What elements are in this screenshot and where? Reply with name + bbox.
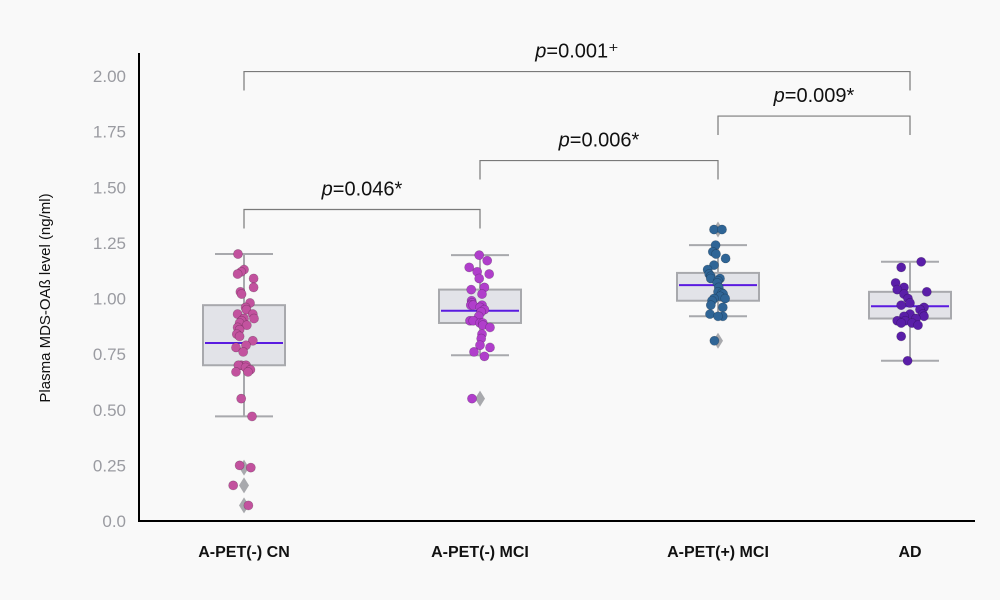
y-axis-label: Plasma MDS-OAß level (ng/ml) [37,193,54,402]
data-point [479,351,490,362]
data-point [243,500,254,511]
x-tick-label: AD [898,544,921,561]
data-point [245,462,256,473]
significance-brackets: p=0.046*p=0.006*p=0.009*p=0.001⁺ [243,41,911,229]
data-point [234,460,245,471]
box-group [438,250,522,407]
p-symbol: p [321,179,333,201]
bracket-line [243,208,481,229]
data-point [717,302,728,313]
data-point [247,335,258,346]
p-value-label: p=0.001⁺ [534,41,618,63]
data-point [241,320,252,331]
data-point [241,304,252,315]
bracket-line [717,115,911,136]
data-point [231,367,241,377]
data-point [228,480,239,491]
data-point [247,411,257,422]
data-point [248,273,259,284]
box-group [202,249,286,514]
bracket-line [243,70,911,91]
p-value: =0.006* [570,130,640,152]
p-symbol: p [534,41,546,63]
data-point [469,346,479,357]
data-point [464,262,475,273]
data-point [916,256,927,267]
data-point [482,255,493,266]
p-value: =0.001⁺ [546,41,618,63]
y-tick-label: 0.50 [93,401,126,420]
x-tick-label: A-PET(-) MCI [431,544,529,561]
significance-bracket: p=0.006* [479,130,719,180]
data-point [475,340,485,351]
p-value-label: p=0.009* [773,85,855,107]
y-tick-label: 1.50 [93,178,126,197]
data-point [485,342,495,353]
p-value: =0.046* [333,179,403,201]
data-point [249,313,259,324]
data-point [466,284,477,295]
data-point [234,331,245,342]
significance-bracket: p=0.046* [243,179,481,229]
data-point [474,273,485,284]
y-tick-label: 0.75 [93,345,126,364]
data-point [717,224,727,235]
y-tick-label: 1.25 [93,234,126,253]
data-point [236,393,247,404]
data-point [896,331,907,342]
data-point [484,269,495,279]
data-point [902,355,913,366]
box-group [868,256,952,366]
outlier-marker [475,390,485,407]
data-point [896,318,907,328]
data-point [231,342,241,353]
p-value-label: p=0.006* [558,130,640,152]
data-point [477,289,487,299]
x-tick-label: A-PET(+) MCI [667,544,769,561]
x-tick-label: A-PET(-) CN [198,544,290,561]
axes: 0.0 0.25 0.50 0.75 1.00 1.25 1.50 1.75 2.00 A-PET… [93,53,975,561]
p-symbol: p [558,130,570,152]
p-symbol: p [773,85,785,107]
data-point [892,284,903,295]
data-point [896,262,907,273]
data-point [913,320,923,331]
significance-bracket: p=0.001⁺ [243,41,911,91]
data-point [720,293,731,304]
y-tick-label: 2.00 [93,67,126,86]
data-point [467,393,477,404]
data-point [896,300,907,311]
data-point [711,249,721,259]
p-value-label: p=0.046* [321,179,403,201]
outlier-marker [239,477,249,494]
data-point [713,311,723,322]
data-point [705,300,716,311]
box-group [676,221,760,349]
data-point [243,367,253,377]
y-tick-label: 1.00 [93,290,126,309]
data-point [232,269,243,279]
data-point [238,346,249,357]
data-point [236,289,247,299]
data-point [709,335,720,346]
y-tick-label: 0.25 [93,456,126,475]
data-point [921,286,932,297]
box-groups [202,221,952,514]
bracket-line [479,159,719,180]
significance-bracket: p=0.009* [717,85,911,136]
data-point [474,250,485,261]
data-point [720,253,731,264]
data-point [248,282,259,293]
y-tick-label: 1.75 [93,123,126,142]
data-point [905,298,915,308]
y-tick-label: 0.0 [102,512,126,531]
data-point [233,249,243,259]
p-value: =0.009* [785,85,855,107]
data-point [485,322,495,333]
data-point [709,260,719,271]
